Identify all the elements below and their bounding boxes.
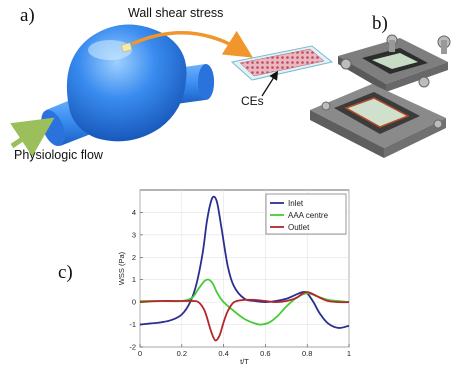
- tick-layer: 0 0.2 0.4 0.6 0.8 1 -2 -1 0 1 2 3 4: [129, 208, 351, 358]
- ces-pointer-arrow: [261, 70, 279, 97]
- x-tick-label: 0.8: [302, 349, 312, 358]
- x-axis-label: t/T: [240, 357, 249, 366]
- y-tick-label: -2: [129, 343, 136, 352]
- legend-label: Inlet: [288, 199, 304, 208]
- series-line-inlet: [139, 195, 350, 329]
- x-tick-label: 0.2: [177, 349, 187, 358]
- legend-label: AAA centre: [288, 211, 329, 220]
- series-line-outlet: [139, 291, 350, 342]
- legend-label: Outlet: [288, 223, 310, 232]
- grid-layer: [139, 190, 350, 348]
- y-tick-label: 0: [132, 298, 136, 307]
- y-tick-label: 4: [132, 208, 136, 217]
- y-tick-label: 1: [132, 275, 136, 284]
- x-tick-label: 0.4: [218, 349, 228, 358]
- y-tick-label: 2: [132, 253, 136, 262]
- wall-shear-stress-label: Wall shear stress: [128, 6, 224, 20]
- panel-label-b: b): [372, 13, 388, 34]
- wss-arrow: [131, 30, 253, 58]
- x-tick-label: 0: [138, 349, 142, 358]
- y-tick-label: 3: [132, 230, 136, 239]
- series-layer: [139, 195, 350, 342]
- y-axis-label: WSS (Pa): [117, 251, 126, 285]
- legend: Inlet AAA centre Outlet: [265, 193, 347, 235]
- ces-label: CEs: [241, 94, 264, 108]
- flow-chamber-device: [310, 34, 451, 158]
- panel-label-a: a): [20, 5, 35, 26]
- panel-label-c: c): [58, 262, 73, 283]
- y-tick-label: -1: [129, 320, 136, 329]
- aneurysm-model: [41, 24, 214, 147]
- ce-slide: [230, 45, 334, 81]
- x-tick-label: 0.6: [260, 349, 270, 358]
- x-tick-label: 1: [347, 349, 351, 358]
- flow-arrow: [10, 117, 55, 157]
- illustration-layer: [10, 24, 451, 158]
